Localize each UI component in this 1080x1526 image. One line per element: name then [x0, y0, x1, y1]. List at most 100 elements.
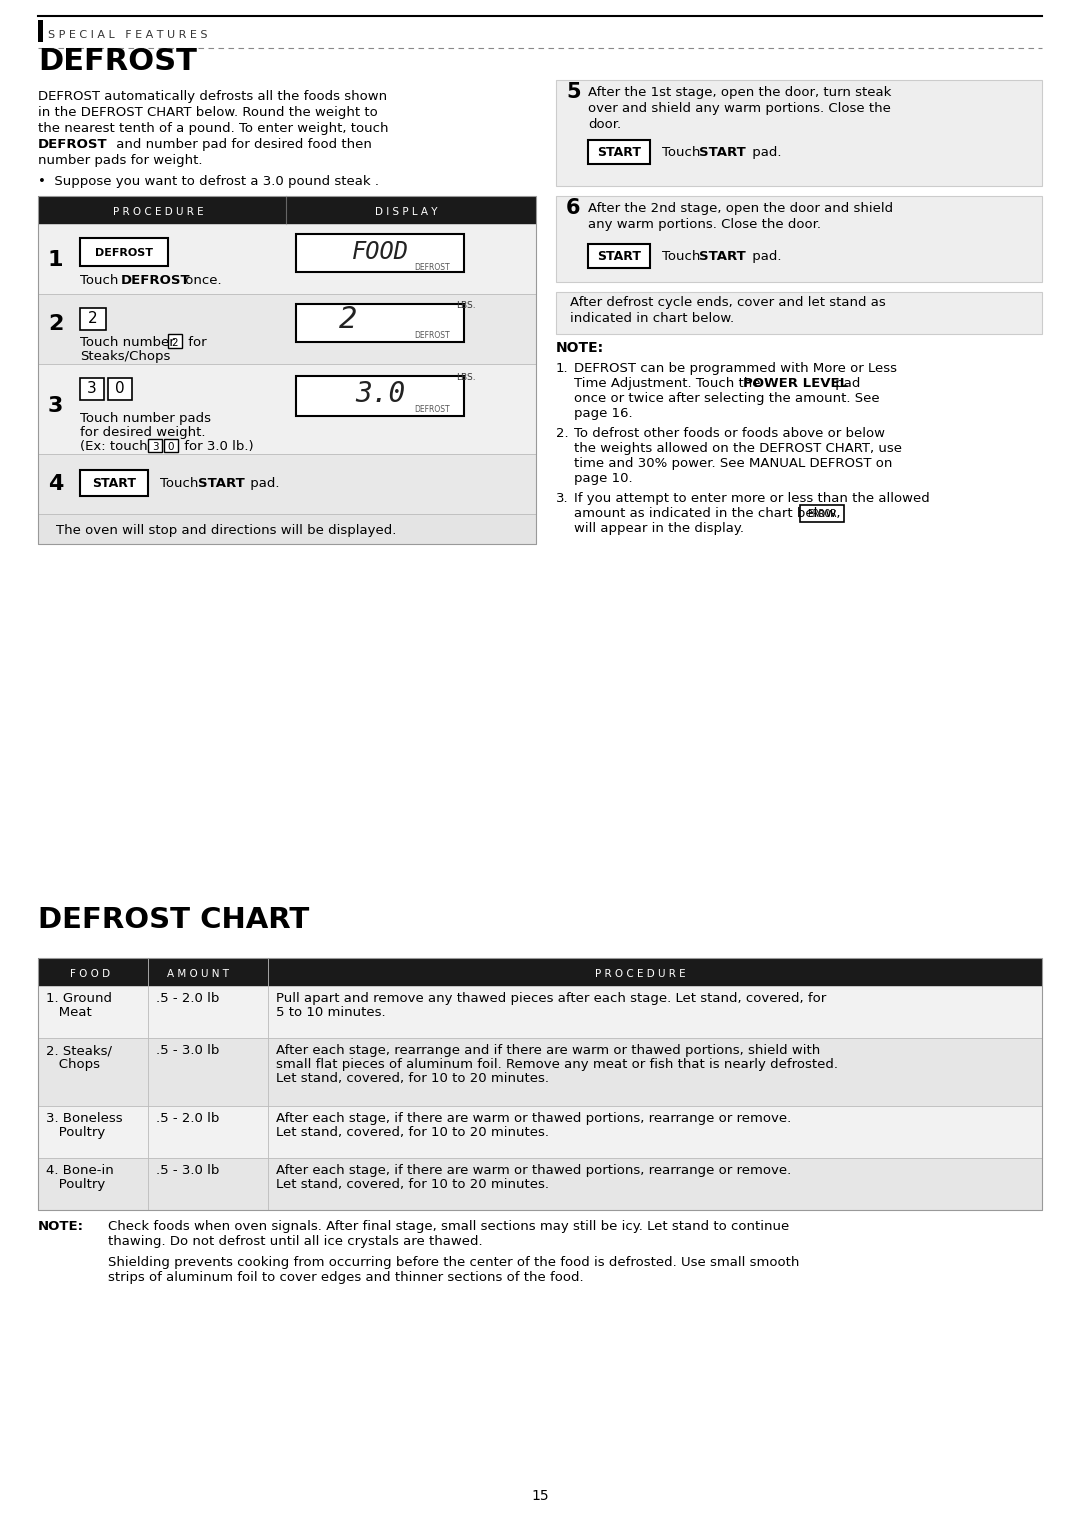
Text: DEFROST CHART: DEFROST CHART [38, 906, 309, 934]
Text: 5: 5 [566, 82, 581, 102]
Text: Pull apart and remove any thawed pieces after each stage. Let stand, covered, fo: Pull apart and remove any thawed pieces … [276, 992, 826, 1006]
Text: If you attempt to enter more or less than the allowed: If you attempt to enter more or less tha… [573, 491, 930, 505]
Bar [148, 439, 162, 452]
Text: Shielding prevents cooking from occurring before the center of the food is defro: Shielding prevents cooking from occurrin… [108, 1256, 799, 1270]
Text: 4: 4 [48, 475, 64, 494]
Text: over and shield any warm portions. Close the: over and shield any warm portions. Close… [588, 102, 891, 114]
Text: 6: 6 [566, 198, 581, 218]
Text: After defrost cycle ends, cover and let stand as: After defrost cycle ends, cover and let … [570, 296, 886, 308]
Text: .5 - 2.0 lb: .5 - 2.0 lb [156, 1112, 219, 1125]
Text: DEFROST: DEFROST [38, 137, 108, 151]
Text: 5 to 10 minutes.: 5 to 10 minutes. [276, 1006, 386, 1019]
Text: .5 - 3.0 lb: .5 - 3.0 lb [156, 1164, 219, 1177]
Text: amount as indicated in the chart below,: amount as indicated in the chart below, [573, 507, 849, 520]
Text: Let stand, covered, for 10 to 20 minutes.: Let stand, covered, for 10 to 20 minutes… [276, 1071, 549, 1085]
Text: To defrost other foods or foods above or below: To defrost other foods or foods above or… [573, 427, 885, 439]
Text: After each stage, if there are warm or thawed portions, rearrange or remove.: After each stage, if there are warm or t… [276, 1164, 792, 1177]
Text: 3: 3 [48, 397, 64, 417]
Text: DEFROST: DEFROST [415, 262, 450, 272]
Text: START: START [699, 250, 746, 262]
Bar [80, 378, 104, 400]
Text: NOTE:: NOTE: [556, 340, 604, 356]
Bar [556, 79, 1042, 186]
Text: the nearest tenth of a pound. To enter weight, touch: the nearest tenth of a pound. To enter w… [38, 122, 389, 134]
Text: for desired weight.: for desired weight. [80, 426, 205, 439]
Text: pad.: pad. [748, 146, 782, 159]
Bar [296, 304, 464, 342]
Text: Let stand, covered, for 10 to 20 minutes.: Let stand, covered, for 10 to 20 minutes… [276, 1178, 549, 1190]
Text: START: START [597, 146, 642, 159]
Text: DEFROST: DEFROST [121, 275, 191, 287]
Bar [38, 958, 1042, 986]
Text: Check foods when oven signals. After final stage, small sections may still be ic: Check foods when oven signals. After fin… [108, 1219, 789, 1233]
Text: pad.: pad. [246, 478, 280, 490]
Text: 15: 15 [531, 1489, 549, 1503]
Text: After each stage, if there are warm or thawed portions, rearrange or remove.: After each stage, if there are warm or t… [276, 1112, 792, 1125]
Text: •  Suppose you want to defrost a 3.0 pound steak .: • Suppose you want to defrost a 3.0 poun… [38, 175, 379, 188]
Text: Touch: Touch [80, 275, 123, 287]
Text: START: START [699, 146, 746, 159]
Text: 2: 2 [89, 311, 98, 327]
Text: page 10.: page 10. [573, 472, 633, 485]
Text: .5 - 3.0 lb: .5 - 3.0 lb [156, 1044, 219, 1058]
Text: and number pad for desired food then: and number pad for desired food then [112, 137, 372, 151]
Bar [80, 470, 148, 496]
Bar [556, 79, 1042, 186]
Text: Steaks/Chops: Steaks/Chops [80, 349, 171, 363]
Bar [164, 439, 178, 452]
Text: 2.: 2. [556, 427, 569, 439]
Bar [38, 365, 536, 455]
Text: Touch: Touch [160, 478, 203, 490]
Text: 1. Ground: 1. Ground [46, 992, 112, 1006]
Text: After the 1st stage, open the door, turn steak: After the 1st stage, open the door, turn… [588, 85, 891, 99]
Text: DEFROST can be programmed with More or Less: DEFROST can be programmed with More or L… [573, 362, 897, 375]
Text: 4. Bone-in: 4. Bone-in [46, 1164, 113, 1177]
Text: DEFROST: DEFROST [415, 404, 450, 414]
Text: DEFROST: DEFROST [38, 47, 197, 76]
Text: 3.: 3. [556, 491, 569, 505]
Bar [296, 233, 464, 272]
Text: (Ex: touch: (Ex: touch [80, 439, 152, 453]
Text: Let stand, covered, for 10 to 20 minutes.: Let stand, covered, for 10 to 20 minutes… [276, 1126, 549, 1138]
Text: START: START [198, 478, 245, 490]
Text: DEFROST automatically defrosts all the foods shown: DEFROST automatically defrosts all the f… [38, 90, 387, 102]
Text: START: START [92, 478, 136, 490]
Bar [38, 514, 536, 543]
Text: S P E C I A L   F E A T U R E S: S P E C I A L F E A T U R E S [48, 31, 207, 40]
Bar [38, 195, 536, 543]
Bar [38, 1038, 1042, 1106]
Text: time and 30% power. See MANUAL DEFROST on: time and 30% power. See MANUAL DEFROST o… [573, 456, 892, 470]
Bar [556, 195, 1042, 282]
Text: After each stage, rearrange and if there are warm or thawed portions, shield wit: After each stage, rearrange and if there… [276, 1044, 820, 1058]
Text: 3. Boneless: 3. Boneless [46, 1112, 123, 1125]
Text: POWER LEVEL: POWER LEVEL [743, 377, 848, 391]
Text: Meat: Meat [46, 1006, 92, 1019]
Bar [38, 1158, 1042, 1210]
Text: START: START [597, 250, 642, 262]
Text: 3: 3 [151, 443, 159, 452]
Text: any warm portions. Close the door.: any warm portions. Close the door. [588, 218, 821, 230]
Text: once.: once. [181, 275, 221, 287]
Text: 2: 2 [48, 314, 64, 334]
Text: door.: door. [588, 118, 621, 131]
Text: P R O C E D U R E: P R O C E D U R E [595, 969, 686, 980]
Text: The oven will stop and directions will be displayed.: The oven will stop and directions will b… [56, 523, 396, 537]
Bar [80, 308, 106, 330]
Bar [80, 238, 168, 266]
Text: 1.: 1. [556, 362, 569, 375]
Text: once or twice after selecting the amount. See: once or twice after selecting the amount… [573, 392, 879, 404]
Bar [38, 1106, 1042, 1158]
Text: 2: 2 [339, 305, 357, 334]
Bar [296, 375, 464, 417]
Text: Touch number: Touch number [80, 336, 179, 349]
Text: FOOD: FOOD [351, 240, 408, 264]
Text: P R O C E D U R E: P R O C E D U R E [112, 208, 203, 217]
Text: for: for [184, 336, 206, 349]
Text: F O O D: F O O D [70, 969, 110, 980]
Text: NOTE:: NOTE: [38, 1219, 84, 1233]
Text: LBS.: LBS. [456, 372, 475, 382]
Text: thawing. Do not defrost until all ice crystals are thawed.: thawing. Do not defrost until all ice cr… [108, 1235, 483, 1248]
Bar [800, 505, 843, 522]
Text: 0: 0 [167, 443, 174, 452]
Text: .5 - 2.0 lb: .5 - 2.0 lb [156, 992, 219, 1006]
